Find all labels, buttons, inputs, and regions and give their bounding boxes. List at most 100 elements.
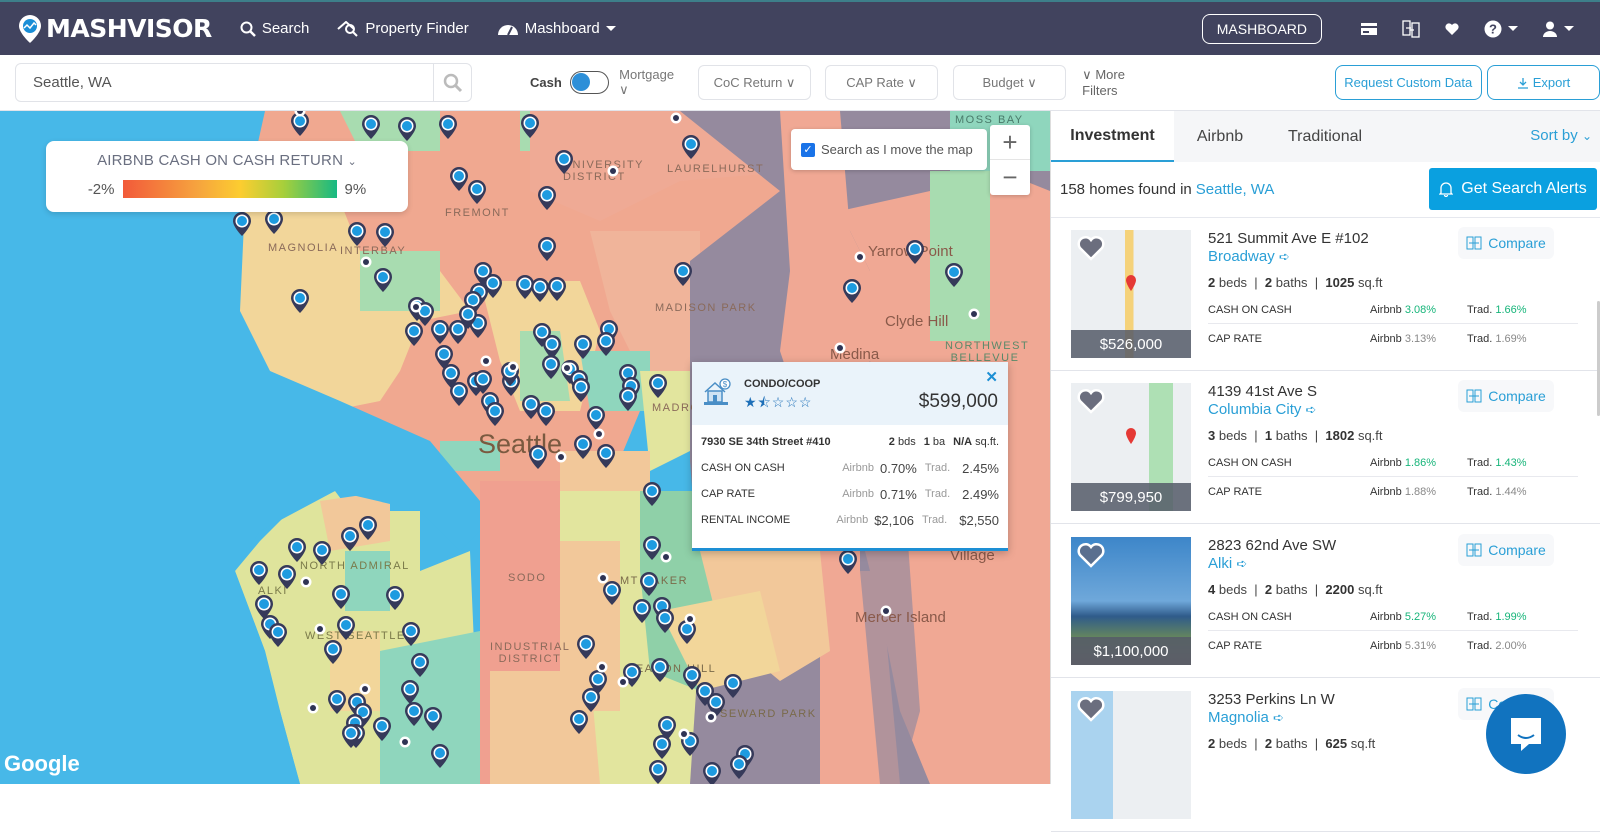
listing-address[interactable]: 4139 41st Ave S: [1208, 383, 1317, 400]
search-as-move-toggle[interactable]: ✓ Search as I move the map: [791, 129, 987, 170]
property-dot-icon[interactable]: [880, 605, 892, 617]
property-pin-icon[interactable]: [312, 540, 332, 566]
property-pin-icon[interactable]: [520, 113, 540, 139]
property-dot-icon[interactable]: [555, 451, 567, 463]
tab-airbnb[interactable]: Airbnb: [1196, 127, 1244, 145]
property-pin-icon[interactable]: [536, 401, 556, 427]
listing-address[interactable]: 521 Summit Ave E #102: [1208, 230, 1369, 247]
property-pin-icon[interactable]: [650, 657, 670, 683]
compare-button[interactable]: Compare: [1458, 534, 1554, 566]
property-pin-icon[interactable]: [458, 304, 478, 330]
property-pin-icon[interactable]: [569, 709, 589, 735]
request-custom-data-button[interactable]: Request Custom Data: [1334, 65, 1482, 100]
property-pin-icon[interactable]: [530, 277, 550, 303]
get-search-alerts-button[interactable]: Get Search Alerts: [1429, 168, 1597, 210]
property-pin-icon[interactable]: [340, 526, 360, 552]
property-pin-icon[interactable]: [287, 537, 307, 563]
property-dot-icon[interactable]: [597, 572, 609, 584]
legend-title-dropdown[interactable]: AIRBNB CASH ON CASH RETURN ⌄: [46, 152, 408, 169]
property-popup[interactable]: $ CONDO/COOP ★⯪☆☆☆ ✕ $599,000 7930 SE 34…: [692, 362, 1008, 551]
property-dot-icon[interactable]: [300, 576, 312, 588]
property-pin-icon[interactable]: [838, 549, 858, 575]
property-pin-icon[interactable]: [290, 288, 310, 314]
favorite-heart-icon[interactable]: [1076, 540, 1106, 568]
property-pin-icon[interactable]: [682, 665, 702, 691]
property-dot-icon[interactable]: [607, 165, 619, 177]
property-pin-icon[interactable]: [642, 481, 662, 507]
property-pin-icon[interactable]: [842, 278, 862, 304]
favorite-heart-icon[interactable]: [1076, 386, 1106, 414]
property-pin-icon[interactable]: [441, 363, 461, 389]
mashboard-button[interactable]: MASHBOARD: [1201, 13, 1322, 44]
favorite-heart-icon[interactable]: [1076, 233, 1106, 261]
property-pin-icon[interactable]: [573, 334, 593, 360]
property-pin-icon[interactable]: [449, 381, 469, 407]
listing-thumbnail[interactable]: [1071, 691, 1191, 819]
mashvisor-logo[interactable]: MASHVISOR: [18, 14, 212, 44]
property-pin-icon[interactable]: [397, 116, 417, 142]
location-search-button[interactable]: [433, 64, 471, 101]
favorites-button[interactable]: [1444, 22, 1460, 36]
location-input[interactable]: Seattle, WA: [33, 74, 112, 91]
property-dot-icon[interactable]: [617, 676, 629, 688]
property-pin-icon[interactable]: [573, 434, 593, 460]
more-filters-button[interactable]: ∨ More Filters: [1082, 67, 1125, 98]
property-pin-icon[interactable]: [361, 114, 381, 140]
property-pin-icon[interactable]: [673, 261, 693, 287]
property-pin-icon[interactable]: [571, 377, 591, 403]
property-pin-icon[interactable]: [373, 267, 393, 293]
property-pin-icon[interactable]: [336, 615, 356, 641]
property-pin-icon[interactable]: [541, 354, 561, 380]
property-dot-icon[interactable]: [705, 711, 717, 723]
scrollbar[interactable]: [1597, 301, 1600, 416]
help-menu[interactable]: ?: [1484, 20, 1518, 38]
property-dot-icon[interactable]: [593, 428, 605, 440]
property-pin-icon[interactable]: [639, 571, 659, 597]
nav-mashboard[interactable]: Mashboard: [497, 20, 616, 38]
tab-investment[interactable]: Investment: [1051, 111, 1174, 162]
property-pin-icon[interactable]: [537, 236, 557, 262]
export-button[interactable]: Export: [1486, 65, 1600, 100]
property-pin-icon[interactable]: [358, 515, 378, 541]
listing-card[interactable]: $1,100,000 2823 62nd Ave SW Alki ➪ 4 bed…: [1051, 525, 1600, 678]
property-dot-icon[interactable]: [410, 301, 422, 313]
property-dot-icon[interactable]: [834, 342, 846, 354]
property-dot-icon[interactable]: [307, 702, 319, 714]
property-pin-icon[interactable]: [423, 706, 443, 732]
property-pin-icon[interactable]: [401, 621, 421, 647]
property-pin-icon[interactable]: [254, 594, 274, 620]
property-pin-icon[interactable]: [341, 723, 361, 749]
mortgage-dropdown[interactable]: Mortgage ∨: [619, 67, 675, 97]
property-pin-icon[interactable]: [485, 401, 505, 427]
listing-thumbnail[interactable]: $526,000: [1071, 230, 1191, 358]
zoom-out-button[interactable]: −: [1002, 162, 1018, 192]
location-search[interactable]: Seattle, WA: [15, 63, 472, 102]
property-pin-icon[interactable]: [327, 689, 347, 715]
property-pin-icon[interactable]: [521, 394, 541, 420]
property-pin-icon[interactable]: [944, 262, 964, 288]
property-pin-icon[interactable]: [528, 444, 548, 470]
property-pin-icon[interactable]: [347, 221, 367, 247]
property-pin-icon[interactable]: [596, 443, 616, 469]
property-pin-icon[interactable]: [438, 114, 458, 140]
property-dot-icon[interactable]: [507, 361, 519, 373]
billing-button[interactable]: [1360, 22, 1378, 36]
property-dot-icon[interactable]: [294, 111, 306, 117]
property-pin-icon[interactable]: [430, 319, 450, 345]
close-icon[interactable]: ✕: [985, 369, 998, 386]
property-dot-icon[interactable]: [359, 683, 371, 695]
property-pin-icon[interactable]: [554, 149, 574, 175]
nav-property-finder[interactable]: Property Finder: [337, 20, 469, 37]
property-pin-icon[interactable]: [515, 274, 535, 300]
property-pin-icon[interactable]: [434, 344, 454, 370]
property-pin-icon[interactable]: [729, 754, 749, 780]
checkbox-checked[interactable]: ✓: [801, 142, 815, 157]
property-pin-icon[interactable]: [602, 580, 622, 606]
property-pin-icon[interactable]: [467, 179, 487, 205]
property-pin-icon[interactable]: [652, 734, 672, 760]
property-dot-icon[interactable]: [561, 362, 573, 374]
property-pin-icon[interactable]: [375, 222, 395, 248]
listing-address[interactable]: 2823 62nd Ave SW: [1208, 537, 1337, 554]
property-pin-icon[interactable]: [473, 369, 493, 395]
tab-traditional[interactable]: Traditional: [1287, 127, 1363, 145]
